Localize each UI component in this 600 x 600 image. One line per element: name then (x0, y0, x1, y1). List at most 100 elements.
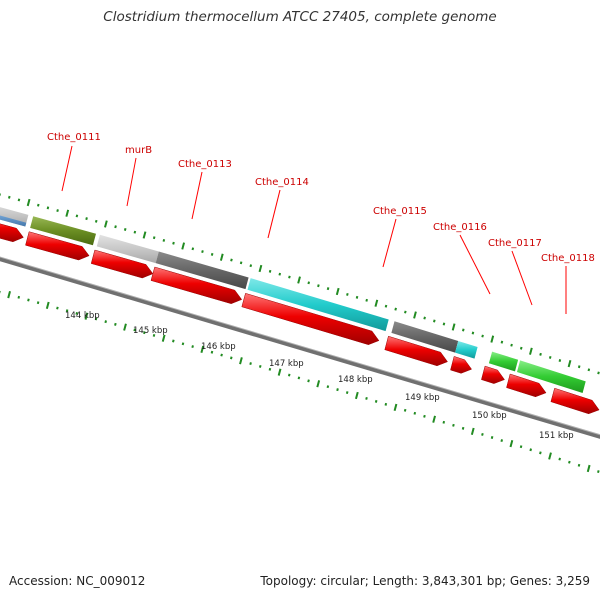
feature-block-cyan (247, 278, 389, 332)
gc-tick-inner (65, 309, 69, 313)
gc-tick-outer (288, 275, 291, 279)
gc-tick-inner (336, 388, 339, 392)
feature-block-darkgray (155, 251, 249, 290)
gc-tick-inner (586, 464, 591, 473)
gc-tick-inner (413, 411, 417, 415)
gc-tick-inner (191, 345, 194, 349)
gc-tick-outer (249, 264, 253, 268)
gc-tick-inner (393, 403, 398, 411)
topology-text: Topology: circular; Length: 3,843,301 bp… (260, 574, 590, 588)
gc-tick-outer (510, 343, 513, 347)
gc-tick-inner (123, 323, 127, 331)
gc-tick-outer (210, 252, 214, 256)
gc-tick-outer (85, 217, 88, 221)
gc-tick-inner (529, 448, 533, 452)
feature-block-green-3 (517, 360, 586, 393)
gc-tick-outer (451, 323, 456, 331)
gc-tick-outer (471, 331, 475, 335)
gc-tick-inner (152, 333, 156, 337)
leader-line-3 (191, 171, 203, 220)
gc-tick-outer (152, 236, 156, 240)
leader-line-6 (459, 234, 491, 295)
gc-tick-outer (433, 319, 436, 323)
gc-tick-outer (26, 198, 31, 207)
gc-tick-inner (114, 322, 117, 326)
gc-tick-outer (133, 230, 137, 234)
gc-tick-inner (268, 367, 272, 371)
gc-tick-outer (529, 347, 533, 355)
gc-tick-inner (17, 295, 21, 299)
gc-tick-outer (587, 368, 591, 372)
gc-tick-outer (75, 214, 79, 218)
cds-arrow-2 (0, 223, 24, 243)
cds-arrow-5 (150, 266, 243, 304)
gc-tick-outer (65, 209, 70, 217)
cds-arrow-10 (506, 373, 547, 398)
gc-tick-outer (346, 292, 349, 296)
gc-tick-outer (394, 307, 397, 311)
gc-tick-inner (548, 452, 552, 460)
kbp-label-6: 149 kbp (405, 393, 440, 403)
gc-tick-inner (297, 376, 301, 380)
gc-tick-outer (384, 304, 388, 308)
gene-label-7: Cthe_0117 (488, 238, 542, 249)
gc-tick-inner (172, 339, 175, 343)
gc-tick-outer (442, 322, 446, 326)
gc-tick-inner (461, 426, 465, 430)
kbp-labels: 144 kbp 145 kbp 146 kbp 147 kbp 148 kbp 149 k… (65, 311, 574, 441)
gc-tick-inner (577, 463, 581, 467)
gc-tick-inner (597, 470, 600, 474)
gc-tick-inner (220, 353, 223, 357)
gc-tick-outer (461, 328, 465, 332)
gc-tick-inner (481, 432, 484, 436)
gc-tick-inner (558, 457, 561, 461)
gc-tick-inner (326, 385, 330, 389)
gc-tick-inner (509, 439, 514, 448)
gene-label-3: Cthe_0113 (178, 159, 232, 170)
kbp-label-5: 148 kbp (338, 375, 373, 385)
gc-tick-outer (297, 276, 301, 284)
leader-line-4 (267, 189, 281, 239)
kbp-label-8: 151 kbp (539, 431, 574, 441)
gc-tick-outer (577, 365, 581, 369)
gene-label-5: Cthe_0115 (373, 206, 427, 217)
backbone-ring (0, 256, 600, 439)
gc-tick-inner (442, 420, 446, 424)
gc-tick-inner (133, 328, 136, 332)
gc-tick-outer (181, 242, 186, 250)
cds-arrow-11 (550, 387, 600, 415)
gene-label-8: Cthe_0118 (541, 253, 595, 264)
gc-tick-inner (104, 320, 107, 324)
gc-tick-inner (200, 345, 205, 354)
gc-tick-outer (500, 340, 504, 344)
backbone-line (0, 257, 600, 439)
gc-tick-inner (143, 331, 146, 335)
gc-tick-inner (307, 379, 310, 383)
gc-tick-inner (365, 396, 368, 400)
gc-tick-outer (597, 371, 600, 375)
gene-label-1: Cthe_0111 (47, 132, 101, 143)
leader-line-7 (511, 250, 533, 306)
gc-tick-outer (374, 299, 379, 307)
gc-tick-outer (558, 359, 562, 362)
gc-tick-outer (548, 355, 552, 359)
gene-labels: Cthe_0111 murB Cthe_0113 Cthe_0114 Cthe_0115… (47, 132, 595, 264)
kbp-label-2: 145 kbp (133, 326, 168, 336)
gc-tick-outer (481, 334, 484, 338)
feature-block-green-2 (488, 351, 519, 372)
gc-tick-inner (27, 298, 30, 302)
gc-tick-inner (500, 439, 504, 443)
cds-arrow-4 (90, 249, 154, 279)
gc-tick-inner (229, 356, 233, 360)
feature-block-lightgray-2 (96, 234, 159, 264)
gc-tick-outer (335, 287, 340, 296)
gene-label-4: Cthe_0114 (255, 177, 309, 188)
feature-block-blue (0, 215, 27, 227)
feature-ring (0, 207, 586, 393)
gc-tick-inner (181, 342, 185, 346)
gc-tick-inner (432, 415, 436, 423)
gc-tick-inner (423, 414, 426, 418)
gc-tick-outer (172, 241, 175, 245)
gc-tick-inner (277, 368, 282, 376)
gc-tick-outer (567, 359, 572, 368)
